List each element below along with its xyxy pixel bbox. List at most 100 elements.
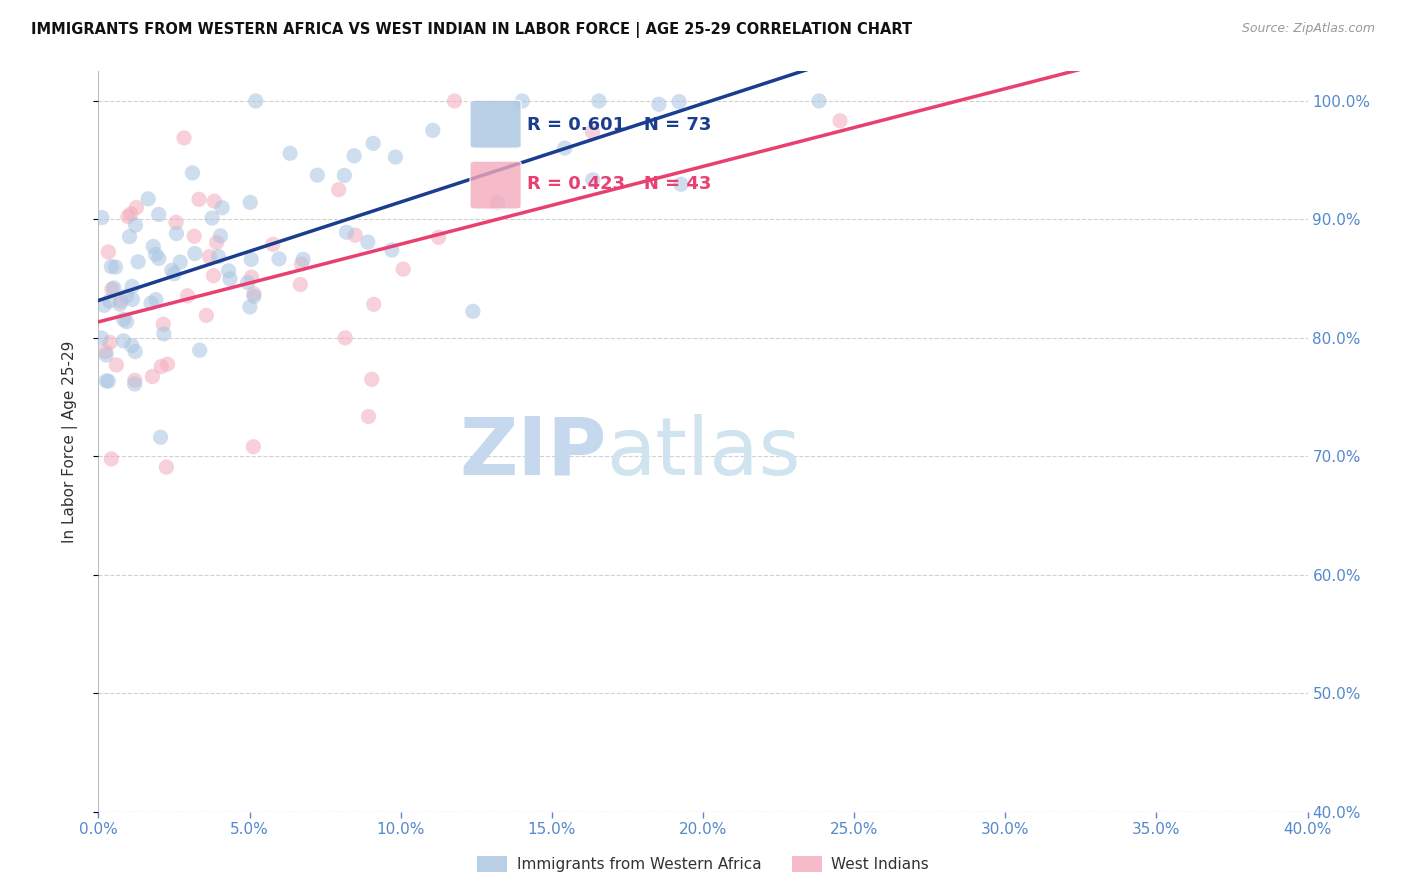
Point [156,357,179,371]
Point [335,331,357,345]
Point [333,169,356,183]
Point [121,339,143,353]
Point [153,326,176,341]
Point [461,304,484,318]
Point [93,298,115,312]
Point [104,260,127,274]
Point [344,228,367,243]
Point [148,252,170,266]
Point [169,255,191,269]
Point [173,131,195,145]
Point [149,430,172,444]
Point [292,252,315,267]
Point [360,372,382,386]
Point [669,178,692,192]
Point [124,377,146,392]
Point [112,334,135,348]
Point [184,246,207,260]
Point [381,243,404,257]
Point [118,229,141,244]
Point [121,293,143,307]
Point [328,183,350,197]
Point [209,228,232,243]
Point [422,123,444,137]
Text: IMMIGRANTS FROM WESTERN AFRICA VS WEST INDIAN IN LABOR FORCE | AGE 25-29 CORRELA: IMMIGRANTS FROM WESTERN AFRICA VS WEST I… [31,22,912,38]
Point [124,344,146,359]
Point [98,294,121,309]
Point [510,94,533,108]
Point [290,277,312,292]
Point [202,194,225,209]
Point [239,300,262,314]
Point [363,297,385,311]
Point [176,289,198,303]
Point [108,297,131,311]
Point [139,296,162,310]
Point [145,247,167,261]
Point [97,374,120,388]
Point [160,263,183,277]
Point [243,289,266,303]
Point [112,312,135,326]
Point [205,235,228,250]
Point [243,286,266,301]
Point [136,192,159,206]
Point [155,460,177,475]
Point [668,95,690,109]
Point [808,94,831,108]
Y-axis label: In Labor Force | Age 25-29: In Labor Force | Age 25-29 [62,341,77,542]
Point [427,230,450,244]
Point [240,270,263,285]
Point [242,440,264,454]
Point [115,289,138,303]
Point [101,282,124,296]
Point [148,207,170,221]
Point [648,97,671,112]
Point [142,239,165,253]
Point [198,250,221,264]
Point [219,272,242,286]
Point [124,218,146,232]
Point [335,225,357,239]
Point [141,369,163,384]
Point [290,257,312,271]
Point [588,94,610,108]
Point [443,94,465,108]
Point [384,150,406,164]
Point [96,374,118,388]
Point [94,348,117,362]
Point [105,358,128,372]
Point [202,268,225,283]
Point [94,344,117,359]
Point [392,262,415,277]
Text: ZIP: ZIP [458,414,606,491]
Point [97,244,120,259]
Point [195,309,218,323]
Point [236,276,259,290]
Point [117,210,139,224]
Point [183,229,205,244]
Point [582,173,605,187]
Point [100,260,122,274]
Point [240,252,263,267]
Point [165,215,187,229]
Text: Source: ZipAtlas.com: Source: ZipAtlas.com [1241,22,1375,36]
Text: atlas: atlas [606,414,800,491]
Legend: Immigrants from Western Africa, West Indians: Immigrants from Western Africa, West Ind… [471,850,935,878]
Point [90,331,112,345]
Point [103,281,125,295]
Point [343,149,366,163]
Point [98,335,121,350]
Point [121,279,143,293]
Point [181,166,204,180]
Point [201,211,224,225]
Point [163,267,186,281]
Point [150,359,173,374]
Point [152,318,174,332]
Point [218,264,240,278]
Point [110,293,132,308]
Point [165,227,187,241]
Point [239,195,262,210]
Point [278,146,301,161]
Point [188,192,211,206]
